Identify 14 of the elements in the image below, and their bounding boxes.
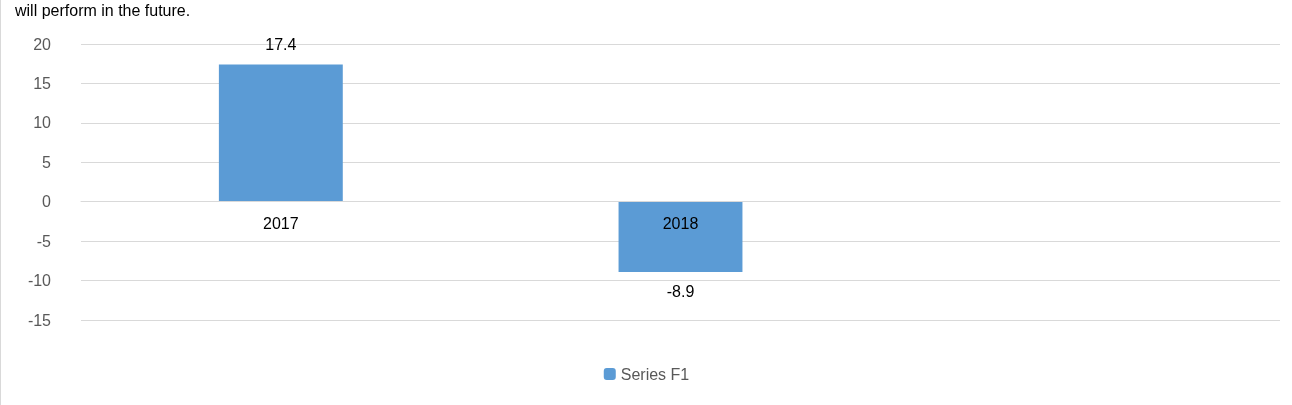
y-tick-label: 15 [33, 74, 52, 92]
y-tick-label: 5 [42, 153, 52, 171]
y-tick-label: 10 [33, 114, 52, 132]
y-tick-label: 20 [33, 35, 52, 53]
legend-label: Series F1 [620, 365, 690, 383]
y-tick-label: -5 [36, 232, 52, 250]
y-tick-label: 0 [42, 193, 52, 211]
x-tick-label: 2017 [263, 215, 299, 233]
data-label: -8.9 [666, 283, 695, 301]
x-tick-label: 2018 [662, 215, 699, 233]
data-label: 17.4 [265, 36, 297, 53]
text: will perform in the future. [14, 1, 191, 19]
y-tick-label: -15 [27, 311, 52, 329]
y-tick-label: -10 [27, 272, 52, 290]
